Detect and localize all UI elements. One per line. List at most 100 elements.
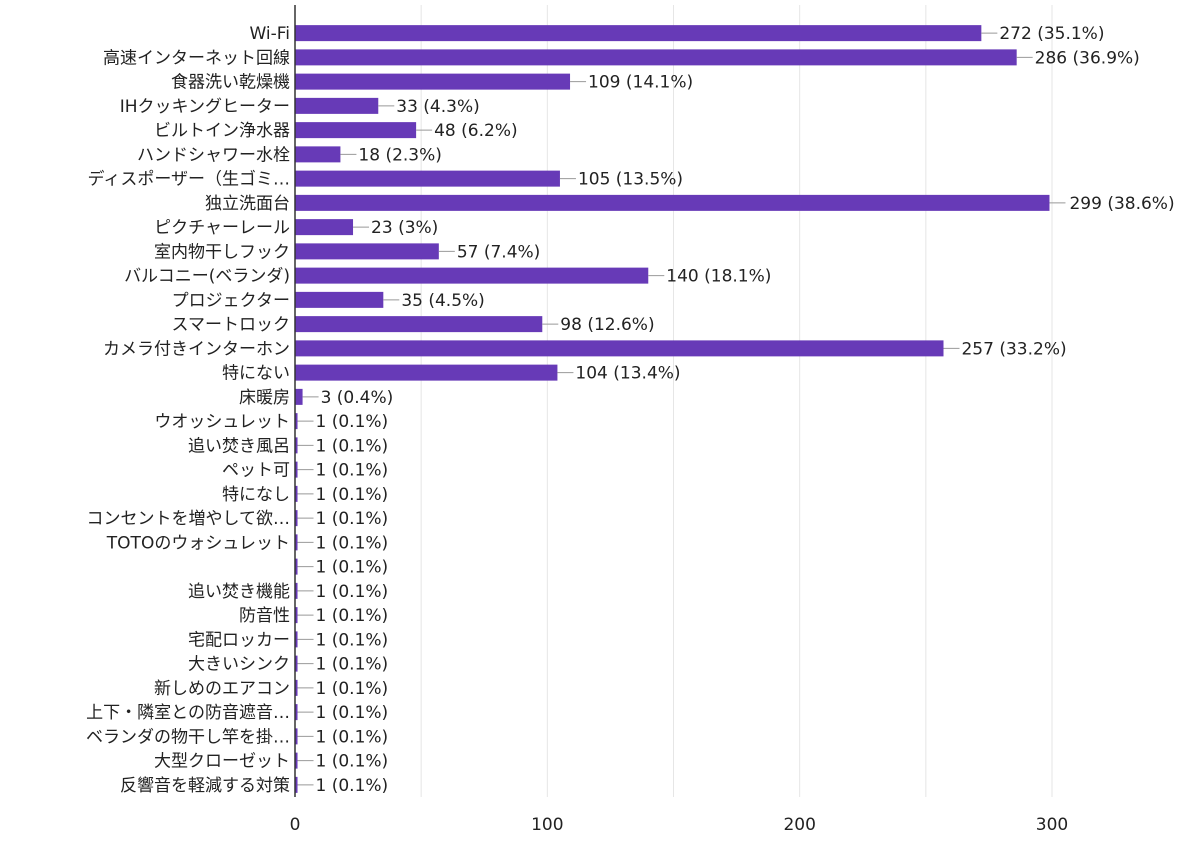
data-label: 57 (7.4%) [457, 242, 540, 262]
bar [295, 655, 298, 672]
data-label: 1 (0.1%) [316, 533, 389, 553]
bar [295, 243, 439, 260]
bars [295, 25, 1066, 793]
data-label: 1 (0.1%) [316, 679, 389, 699]
data-label: 1 (0.1%) [316, 461, 389, 481]
bar [295, 73, 571, 90]
data-label: 3 (0.4%) [321, 388, 394, 408]
x-tick-label: 300 [1036, 815, 1068, 835]
gridlines [420, 5, 1053, 797]
data-labels: 272 (35.1%) 286 (36.9%) 109 (14.1%) 33 (4.3… [316, 24, 1175, 796]
bar [295, 194, 1050, 211]
data-label: 18 (2.3%) [358, 145, 442, 165]
category-label: ビルトイン浄水器 [154, 121, 290, 141]
data-label: 35 (4.5%) [401, 291, 485, 311]
category-label: 新しめのエアコン [154, 679, 290, 699]
bar [295, 340, 944, 357]
data-label: 1 (0.1%) [316, 727, 389, 747]
data-label: 1 (0.1%) [316, 558, 389, 578]
bar [295, 558, 298, 575]
bar [295, 316, 543, 333]
bar [295, 728, 298, 745]
category-label: プロジェクター [172, 291, 290, 311]
data-label: 1 (0.1%) [316, 776, 389, 796]
bar [295, 291, 384, 308]
bar [295, 582, 298, 599]
category-label: ピクチャーレール [154, 218, 290, 238]
bar [295, 413, 298, 430]
bar [295, 679, 298, 696]
data-label: 1 (0.1%) [316, 752, 389, 772]
data-label: 1 (0.1%) [316, 582, 389, 602]
data-label: 1 (0.1%) [316, 630, 389, 650]
category-label: 床暖房 [239, 388, 290, 408]
data-label: 105 (13.5%) [578, 170, 683, 190]
data-label: 1 (0.1%) [316, 655, 389, 675]
category-label: 高速インターネット回線 [103, 48, 290, 68]
bar [295, 146, 341, 163]
category-label: Wi-Fi [249, 24, 290, 44]
category-label: 食器洗い乾燥機 [171, 73, 290, 93]
x-tick-label: 100 [531, 815, 563, 835]
bar [295, 607, 298, 624]
data-label: 1 (0.1%) [316, 509, 389, 529]
bar [295, 97, 379, 114]
category-label: バルコニー(ベランダ) [124, 267, 290, 287]
bar [295, 704, 298, 721]
data-label: 23 (3%) [371, 218, 438, 238]
data-label: 1 (0.1%) [316, 485, 389, 505]
data-label: 299 (38.6%) [1069, 194, 1174, 214]
category-label: ペット可 [222, 461, 290, 481]
bar [295, 170, 560, 187]
category-label: 追い焚き風呂 [188, 436, 290, 456]
bar [295, 510, 298, 527]
bar [295, 364, 558, 381]
bar [295, 485, 298, 502]
category-label: 室内物干しフック [154, 242, 290, 262]
bar [295, 461, 298, 478]
data-label: 257 (33.2%) [961, 339, 1066, 359]
data-label: 286 (36.9%) [1035, 48, 1140, 68]
bar [295, 388, 303, 405]
data-label: 1 (0.1%) [316, 412, 389, 432]
bar [295, 776, 298, 793]
x-tick-label: 200 [783, 815, 815, 835]
category-label: スマートロック [172, 315, 291, 335]
bar [295, 122, 417, 139]
category-label: 反響音を軽減する対策 [120, 776, 290, 796]
data-label: 33 (4.3%) [396, 97, 480, 117]
category-label: 上下・隣室との防音遮音… [86, 703, 290, 723]
category-label: 防音性 [239, 606, 290, 626]
x-tick-label: 0 [290, 815, 301, 835]
data-label: 48 (6.2%) [434, 121, 518, 141]
data-label: 109 (14.1%) [588, 73, 693, 93]
bar [295, 631, 298, 648]
category-label: コンセントを増やして欲… [87, 509, 291, 529]
category-label: 追い焚き機能 [188, 582, 290, 602]
bar [295, 25, 982, 42]
category-label: IHクッキングヒーター [120, 97, 290, 117]
category-label: ウオッシュレット [154, 412, 290, 432]
data-label: 98 (12.6%) [560, 315, 654, 335]
bar [295, 267, 649, 284]
category-label: 宅配ロッカー [188, 630, 290, 650]
category-label: ハンドシャワー水栓 [137, 145, 290, 165]
bar [295, 49, 1017, 66]
category-label: 独立洗面台 [205, 194, 290, 214]
category-label: 特になし [222, 485, 290, 505]
x-axis-ticks: 0 100 200 300 [290, 815, 1069, 835]
data-label: 1 (0.1%) [316, 606, 389, 626]
data-label: 272 (35.1%) [999, 24, 1104, 44]
bar [295, 437, 298, 454]
category-label: 特にない [222, 364, 290, 384]
category-label: TOTOのウォシュレット [106, 533, 290, 553]
category-label: 大型クローゼット [154, 752, 290, 772]
category-label: 大きいシンク [188, 655, 290, 675]
data-label: 140 (18.1%) [666, 267, 771, 287]
category-label: カメラ付きインターホン [103, 339, 290, 359]
data-label: 104 (13.4%) [575, 364, 680, 384]
category-label: ベランダの物干し竿を掛… [86, 727, 290, 747]
data-label: 1 (0.1%) [316, 436, 389, 456]
